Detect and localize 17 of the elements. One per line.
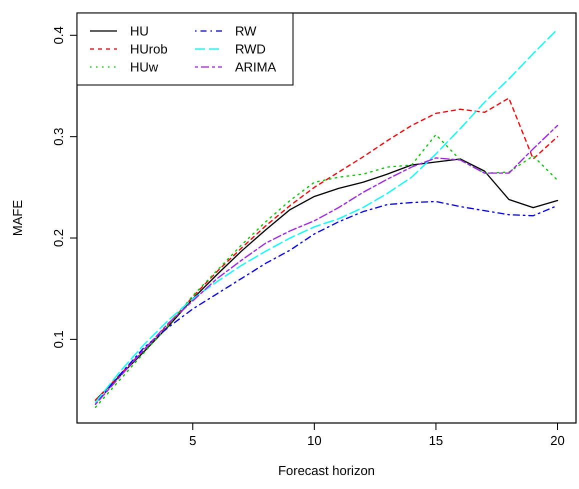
- legend-label: HU: [130, 24, 149, 38]
- x-tick-label: 10: [307, 433, 322, 448]
- y-axis-title: MAFE: [10, 200, 25, 236]
- legend-label: RWD: [235, 42, 266, 56]
- legend-label: HUrob: [130, 42, 168, 56]
- y-tick-label: 0.3: [51, 128, 66, 146]
- x-tick-label: 15: [428, 433, 444, 448]
- x-tick-label: 5: [189, 433, 196, 448]
- x-axis-title: Forecast horizon: [278, 463, 375, 478]
- legend-label: HUw: [130, 60, 159, 74]
- y-tick-label: 0.2: [51, 228, 66, 248]
- line-series: [94, 28, 558, 403]
- y-tick-label: 0.1: [51, 330, 66, 348]
- legend-label: ARIMA: [235, 60, 276, 74]
- x-tick-label: 20: [550, 433, 565, 448]
- legend-label: RW: [235, 24, 258, 38]
- y-tick-label: 0.4: [51, 26, 66, 44]
